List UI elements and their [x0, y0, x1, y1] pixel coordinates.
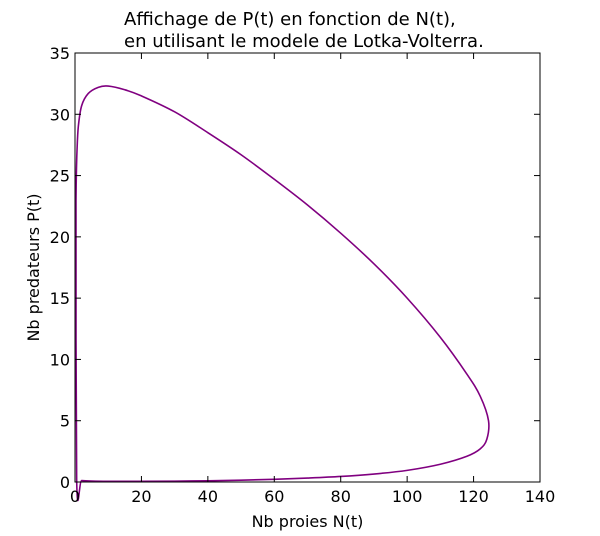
x-tick-label: 60 — [264, 487, 284, 506]
plot-area — [75, 85, 490, 502]
y-tick-label: 15 — [50, 289, 70, 308]
chart-title-line-2: en utilisant le modele de Lotka-Volterra… — [124, 31, 484, 52]
x-ticks: 0 20 40 60 80 100 120 140 — [70, 53, 555, 506]
x-tick-label: 140 — [525, 487, 556, 506]
plot-frame — [74, 52, 541, 483]
x-tick-label: 0 — [70, 487, 80, 506]
x-tick-label: 40 — [198, 487, 218, 506]
x-tick-label: 80 — [331, 487, 351, 506]
y-axis-label: Nb predateurs P(t) — [24, 193, 43, 341]
y-tick-label: 30 — [50, 105, 70, 124]
x-tick-label: 120 — [458, 487, 489, 506]
chart-title-line-1: Affichage de P(t) en fonction de N(t), — [124, 9, 456, 30]
x-tick-label: 100 — [392, 487, 423, 506]
y-tick-label: 5 — [60, 412, 70, 431]
y-tick-label: 10 — [50, 350, 70, 369]
y-ticks: 0 5 10 15 20 25 30 35 — [50, 44, 540, 492]
y-tick-label: 35 — [50, 44, 70, 63]
y-tick-label: 20 — [50, 228, 70, 247]
x-axis-label: Nb proies N(t) — [252, 512, 364, 531]
y-tick-label: 0 — [60, 473, 70, 492]
x-tick-label: 20 — [131, 487, 151, 506]
y-tick-label: 25 — [50, 167, 70, 186]
series-line — [75, 85, 490, 502]
